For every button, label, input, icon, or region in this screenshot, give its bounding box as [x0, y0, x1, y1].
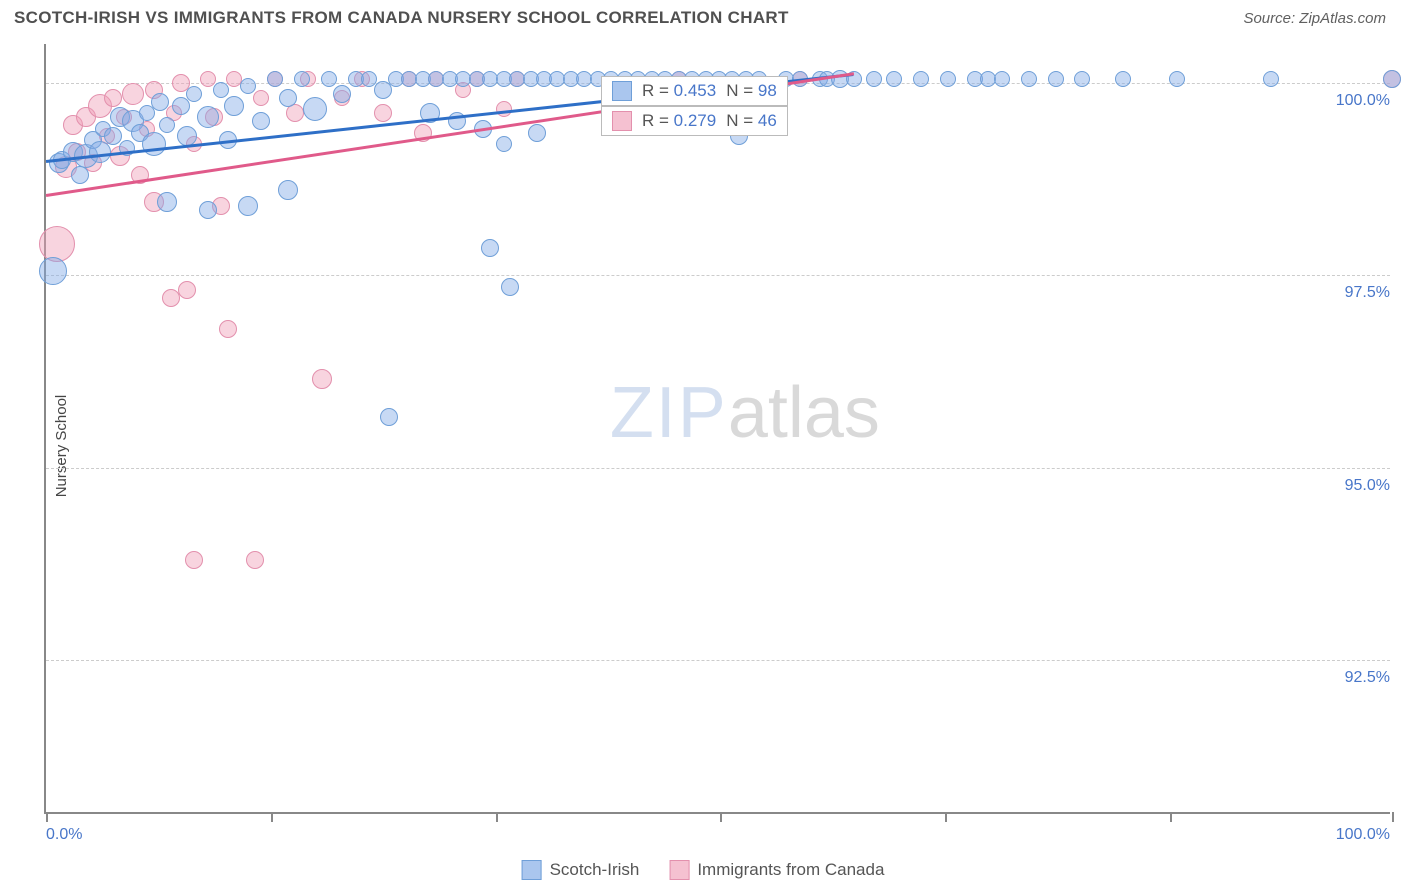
data-point — [267, 71, 283, 87]
legend-swatch-scotch-irish — [522, 860, 542, 880]
data-point — [142, 132, 166, 156]
data-point — [213, 82, 229, 98]
data-point — [303, 97, 327, 121]
stats-n-label: N = 46 — [726, 111, 777, 131]
data-point — [374, 104, 392, 122]
stats-box: R = 0.453 N = 98 — [601, 76, 788, 106]
legend-item-scotch-irish: Scotch-Irish — [522, 860, 640, 880]
stats-box: R = 0.279 N = 46 — [601, 106, 788, 136]
data-point — [238, 196, 258, 216]
x-tick — [945, 812, 947, 822]
legend-label-canada: Immigrants from Canada — [697, 860, 884, 880]
data-point — [481, 239, 499, 257]
data-point — [1169, 71, 1185, 87]
y-tick-label: 97.5% — [1341, 284, 1394, 302]
gridline — [46, 468, 1390, 469]
x-tick — [1170, 812, 1172, 822]
stats-n-label: N = 98 — [726, 81, 777, 101]
legend-item-canada: Immigrants from Canada — [669, 860, 884, 880]
data-point — [994, 71, 1010, 87]
data-point — [294, 71, 310, 87]
x-tick — [720, 812, 722, 822]
data-point — [374, 81, 392, 99]
legend-swatch-canada — [669, 860, 689, 880]
data-point — [866, 71, 882, 87]
data-point — [1048, 71, 1064, 87]
chart-header: SCOTCH-IRISH VS IMMIGRANTS FROM CANADA N… — [0, 0, 1406, 32]
data-point — [312, 369, 332, 389]
data-point — [151, 93, 169, 111]
data-point — [321, 71, 337, 87]
watermark-zip: ZIP — [610, 373, 728, 453]
data-point — [380, 408, 398, 426]
data-point — [197, 106, 219, 128]
data-point — [219, 320, 237, 338]
data-point — [172, 97, 190, 115]
chart-source: Source: ZipAtlas.com — [1243, 10, 1386, 27]
y-tick-label: 100.0% — [1332, 92, 1394, 110]
watermark-atlas: atlas — [728, 373, 880, 453]
x-tick — [1392, 812, 1394, 822]
bottom-legend: Scotch-Irish Immigrants from Canada — [522, 860, 885, 880]
data-point — [246, 551, 264, 569]
chart-plot-area: ZIPatlas 92.5%95.0%97.5%100.0%0.0%100.0%… — [44, 44, 1390, 814]
data-point — [1074, 71, 1090, 87]
data-point — [39, 257, 67, 285]
data-point — [178, 281, 196, 299]
data-point — [224, 96, 244, 116]
x-tick-label-left: 0.0% — [46, 826, 82, 844]
legend-label-scotch-irish: Scotch-Irish — [550, 860, 640, 880]
data-point — [159, 117, 175, 133]
stats-r-label: R = 0.279 — [642, 111, 716, 131]
data-point — [1383, 70, 1401, 88]
stats-swatch — [612, 81, 632, 101]
data-point — [286, 104, 304, 122]
data-point — [528, 124, 546, 142]
data-point — [139, 105, 155, 121]
stats-swatch — [612, 111, 632, 131]
gridline — [46, 275, 1390, 276]
data-point — [185, 551, 203, 569]
x-tick-label-right: 100.0% — [1336, 826, 1390, 844]
watermark: ZIPatlas — [610, 372, 880, 454]
data-point — [278, 180, 298, 200]
y-tick-label: 95.0% — [1341, 477, 1394, 495]
x-tick — [271, 812, 273, 822]
data-point — [71, 166, 89, 184]
data-point — [122, 83, 144, 105]
data-point — [496, 136, 512, 152]
data-point — [940, 71, 956, 87]
stats-r-label: R = 0.453 — [642, 81, 716, 101]
data-point — [913, 71, 929, 87]
data-point — [186, 86, 202, 102]
data-point — [1115, 71, 1131, 87]
x-tick — [496, 812, 498, 822]
data-point — [1021, 71, 1037, 87]
data-point — [252, 112, 270, 130]
data-point — [104, 89, 122, 107]
y-tick-label: 92.5% — [1341, 669, 1394, 687]
data-point — [200, 71, 216, 87]
data-point — [333, 85, 351, 103]
data-point — [886, 71, 902, 87]
chart-title: SCOTCH-IRISH VS IMMIGRANTS FROM CANADA N… — [14, 8, 789, 28]
data-point — [89, 141, 111, 163]
data-point — [157, 192, 177, 212]
data-point — [240, 78, 256, 94]
data-point — [279, 89, 297, 107]
data-point — [1263, 71, 1279, 87]
gridline — [46, 660, 1390, 661]
data-point — [253, 90, 269, 106]
data-point — [199, 201, 217, 219]
x-tick — [46, 812, 48, 822]
data-point — [501, 278, 519, 296]
